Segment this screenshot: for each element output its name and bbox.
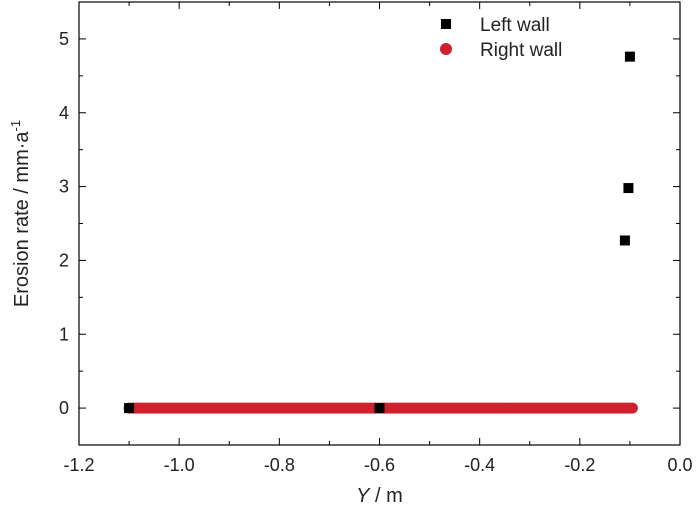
- x-tick-label: -0.4: [464, 455, 495, 475]
- y-tick-label: 5: [59, 29, 69, 49]
- series-left-wall: [124, 51, 635, 414]
- plot-frame: [78, 1, 681, 446]
- x-tick-label: -1.0: [164, 455, 195, 475]
- y-axis-title-base: Erosion rate / mm·a: [11, 131, 33, 307]
- y-tick-label: 0: [59, 398, 69, 418]
- legend-label-right-wall: Right wall: [480, 40, 562, 61]
- plot-area-border: [78, 1, 681, 446]
- left-wall-point: [619, 235, 630, 246]
- y-axis-title: Erosion rate / mm·a-1: [8, 120, 33, 307]
- y-tick-label: 1: [59, 324, 69, 344]
- left-wall-point: [624, 51, 635, 62]
- x-tick-label: -0.2: [564, 455, 595, 475]
- left-wall-point: [374, 403, 385, 414]
- y-tick-label: 4: [59, 103, 69, 123]
- x-axis-ticks: -1.2 -1.0 -0.8 -0.6 -0.4 -0.2 0.0: [63, 2, 693, 475]
- x-tick-label: -1.2: [63, 455, 94, 475]
- y-axis-title-exponent: -1: [8, 120, 23, 132]
- y-axis-ticks: 0 1 2 3 4 5: [59, 1, 680, 446]
- y-tick-label: 2: [59, 250, 69, 270]
- legend-marker-right-wall: [440, 43, 452, 55]
- legend-marker-left-wall: [441, 19, 451, 29]
- x-axis-title: Y / m: [356, 485, 403, 507]
- x-tick-label: 0.0: [667, 455, 692, 475]
- left-wall-point: [623, 183, 634, 194]
- x-tick-label: -0.6: [364, 455, 395, 475]
- left-wall-point: [124, 403, 135, 414]
- x-axis-title-unit: / m: [370, 485, 403, 507]
- x-axis-title-symbol: Y: [356, 485, 371, 507]
- series-right-wall: [123, 402, 638, 414]
- x-tick-label: -0.8: [264, 455, 295, 475]
- y-tick-label: 3: [59, 177, 69, 197]
- legend: Left wall Right wall: [440, 15, 562, 61]
- legend-label-left-wall: Left wall: [480, 15, 550, 36]
- right-wall-point: [626, 402, 638, 414]
